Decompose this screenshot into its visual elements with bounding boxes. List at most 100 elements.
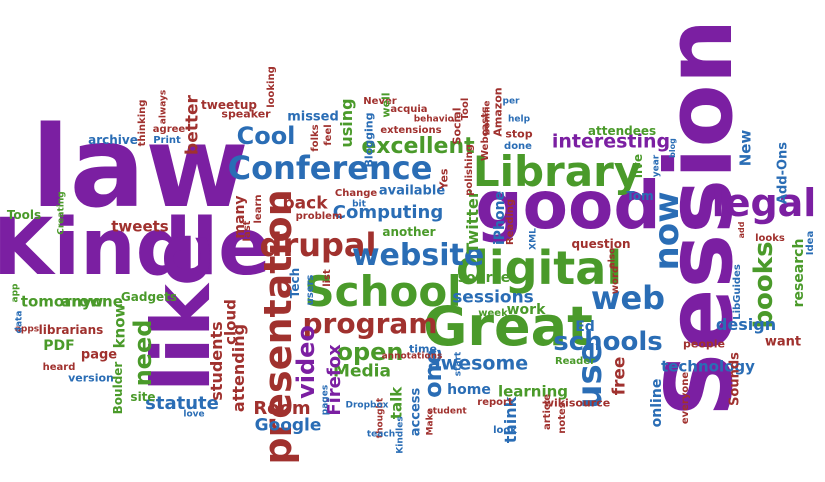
cloud-word: access: [408, 387, 424, 437]
cloud-word: Media: [333, 361, 391, 382]
cloud-word: look: [493, 425, 517, 436]
cloud-word: now: [647, 191, 687, 271]
cloud-word: data: [14, 310, 25, 334]
cloud-word: pages: [320, 384, 331, 416]
cloud-word: well: [379, 92, 393, 118]
cloud-word: want: [764, 334, 802, 350]
cloud-word: Sounds: [727, 352, 743, 406]
cloud-word: version: [68, 371, 114, 385]
cloud-word: thinking: [137, 99, 148, 147]
cloud-word: extensions: [380, 125, 442, 136]
cloud-word: LibGuides: [732, 264, 743, 320]
cloud-word: research: [791, 238, 807, 308]
cloud-word: Tech: [288, 267, 302, 299]
cloud-word: Boulder: [111, 361, 125, 415]
cloud-word: online: [649, 378, 665, 428]
cloud-word: drupal: [259, 226, 377, 264]
cloud-word: free: [609, 356, 630, 396]
cloud-word: missed: [287, 109, 339, 125]
cloud-word: Make: [425, 408, 436, 436]
cloud-word: polishing: [464, 144, 475, 196]
cloud-word: talk: [387, 386, 406, 420]
cloud-word: tomorrow: [20, 292, 104, 311]
cloud-word: report: [477, 397, 513, 408]
cloud-word: apps: [14, 324, 40, 335]
cloud-word: know: [110, 303, 129, 349]
cloud-word: Tom: [626, 189, 654, 203]
cloud-word: using: [337, 98, 356, 148]
cloud-word: tweets: [111, 217, 169, 236]
cloud-word: bit: [352, 199, 366, 210]
cloud-word: article: [542, 393, 553, 431]
cloud-word: Great: [423, 295, 593, 358]
cloud-word: page: [80, 347, 118, 363]
cloud-word: video: [292, 325, 320, 399]
cloud-word: need: [129, 319, 157, 387]
cloud-word: awesome: [427, 352, 529, 375]
cloud-word: open: [336, 338, 404, 366]
cloud-word: learning: [497, 382, 569, 401]
cloud-word: statute: [145, 393, 219, 414]
cloud-word: cloud: [221, 299, 240, 345]
cloud-word: blog: [668, 138, 677, 158]
cloud-word: speaker: [221, 107, 271, 121]
cloud-word: Never: [363, 96, 397, 107]
cloud-word: per: [502, 96, 520, 107]
cloud-word: Kindle: [0, 203, 272, 293]
cloud-word: PDF: [43, 338, 75, 354]
cloud-word: law: [31, 103, 249, 233]
cloud-word: New: [736, 129, 755, 167]
cloud-word: anyone: [61, 292, 123, 311]
cloud-word: list: [322, 269, 333, 287]
cloud-word: stop: [505, 127, 533, 141]
cloud-word: Library: [472, 147, 642, 196]
cloud-word: teach: [366, 429, 396, 440]
cloud-word: heard: [42, 362, 76, 373]
cloud-word: Creating: [56, 191, 67, 235]
cloud-word: Cool: [236, 122, 296, 150]
cloud-word: available: [378, 183, 446, 199]
cloud-word: Gadgets: [120, 290, 178, 304]
cloud-word: done: [504, 141, 532, 152]
cloud-word: app: [10, 283, 21, 303]
cloud-word: Reading: [505, 198, 516, 246]
cloud-word: Idea: [805, 230, 816, 256]
cloud-word: Reader: [554, 356, 596, 367]
cloud-word: librarians: [38, 323, 104, 337]
cloud-word: design: [715, 315, 777, 334]
cloud-word: legal: [711, 181, 817, 225]
cloud-word: another: [382, 225, 436, 239]
cloud-word: Room: [253, 398, 311, 419]
cloud-word: technology: [661, 357, 755, 376]
cloud-word: agree: [152, 124, 186, 135]
cloud-word: Add-Ons: [775, 141, 791, 205]
cloud-word: time: [409, 342, 437, 356]
cloud-word: start: [453, 351, 464, 377]
cloud-word: live: [631, 153, 645, 179]
cloud-word: Tools: [6, 208, 42, 222]
cloud-word: acquia: [390, 104, 428, 115]
cloud-word: Bonnie: [482, 100, 493, 136]
cloud-word: Tool: [460, 97, 471, 121]
cloud-word: Computing: [332, 202, 444, 223]
cloud-word: digital: [455, 241, 623, 295]
cloud-word: Print: [153, 135, 181, 146]
cloud-word: annotations: [381, 351, 443, 362]
cloud-word: Ed: [575, 319, 595, 335]
cloud-word: back: [282, 193, 328, 214]
cloud-word: Kindles: [395, 416, 406, 454]
cloud-word: web: [590, 279, 666, 317]
cloud-word: work: [506, 302, 546, 318]
cloud-word: always: [158, 89, 169, 125]
cloud-word: excellent: [361, 134, 475, 159]
cloud-word: feel: [323, 124, 334, 146]
cloud-word: word: [610, 265, 621, 295]
cloud-word: interesting: [551, 130, 671, 153]
cloud-word: good: [475, 167, 661, 244]
cloud-word: schools: [553, 327, 663, 357]
cloud-word: attendees: [587, 124, 657, 138]
cloud-word: behavior: [413, 114, 459, 125]
cloud-word: learn: [253, 194, 264, 224]
cloud-word: site: [130, 390, 156, 404]
